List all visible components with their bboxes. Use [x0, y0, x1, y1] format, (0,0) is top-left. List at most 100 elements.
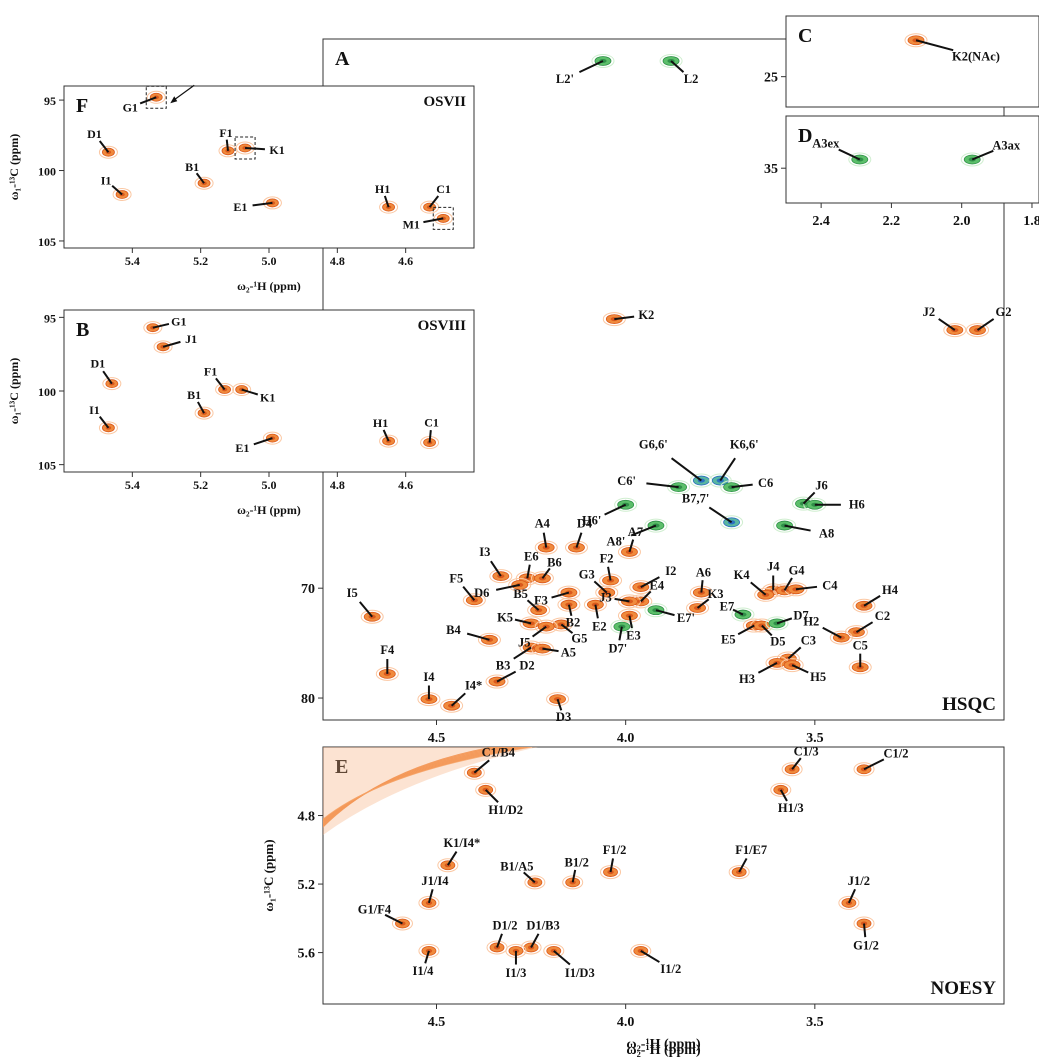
panel-letter-b: B: [76, 319, 89, 341]
leader-line: [976, 318, 995, 331]
y-tick-label: 95: [44, 311, 56, 325]
peak-label: H4: [882, 583, 899, 597]
leader-line: [382, 429, 390, 442]
peak-label: I5: [347, 586, 358, 600]
peak-label: K1: [269, 143, 284, 157]
peak-label: L2': [556, 72, 574, 86]
leader-line: [761, 624, 773, 637]
leader-line: [514, 618, 532, 625]
peak-label: F1: [204, 365, 217, 379]
leader-line: [731, 483, 753, 489]
leader-line: [526, 564, 531, 579]
peak-label: A8': [607, 535, 626, 549]
peak-label: D4: [577, 517, 593, 531]
peak-label: G1: [123, 100, 138, 114]
shared-x-axis-label: ω₂-¹H (ppm): [626, 1037, 701, 1052]
leader-line: [542, 532, 548, 548]
x-tick-label: 5.0: [262, 478, 277, 492]
leader-line: [541, 567, 551, 579]
peak-label: D5: [770, 635, 785, 649]
leader-line: [473, 759, 490, 774]
peak-label: I4: [423, 670, 435, 684]
peak-label: H1/3: [778, 801, 804, 815]
x-tick-label: 4.0: [617, 731, 635, 746]
panel-d: D 2.4 2.2 2.0 1.8 35 A3ex A3ax: [764, 115, 1039, 229]
dashed-box-m1: [432, 206, 454, 230]
leader-line: [791, 664, 809, 674]
leader-line: [466, 632, 490, 641]
x-axis-label-e: ω₂-¹H (ppm): [626, 1043, 701, 1057]
peak-label: F1: [219, 126, 232, 140]
peak-label: I1/2: [660, 962, 681, 976]
peak-label: C4: [822, 578, 838, 592]
peak-label: F4: [380, 643, 395, 657]
peak-label: G4: [789, 563, 806, 577]
leader-line: [556, 698, 563, 711]
leader-line: [427, 889, 434, 904]
leader-line: [152, 322, 170, 329]
y-tick-label: 25: [764, 71, 778, 86]
peak-label: I4*: [465, 679, 482, 693]
peak-label: B1: [187, 388, 201, 402]
peak-label: C6: [758, 476, 773, 490]
peak-label: B7,7': [682, 491, 709, 505]
leader-line: [630, 524, 657, 537]
peak-label: E3: [626, 629, 641, 643]
leader-line: [696, 598, 710, 609]
leader-line: [252, 201, 273, 207]
panel-letter-a: A: [335, 48, 350, 70]
x-tick-label: 4.8: [330, 254, 345, 268]
peak-label: J1/2: [848, 874, 870, 888]
peak-label: D1: [87, 127, 102, 141]
leader-line: [640, 576, 660, 588]
noesy-diagonal-band: [323, 747, 538, 835]
peak-label: G3: [579, 568, 595, 582]
peak-label: E1: [235, 441, 249, 455]
peak-label: M1: [403, 217, 420, 231]
y-tick-label: 4.8: [298, 810, 316, 825]
peak-label: B3: [496, 659, 511, 673]
peak-label: G5: [571, 631, 587, 645]
leader-line: [732, 608, 744, 616]
peak-label: E5: [721, 633, 736, 647]
x-tick-label: 5.2: [193, 478, 208, 492]
peak-label: J1/I4: [421, 874, 449, 888]
leader-line: [784, 524, 811, 532]
leader-line: [496, 933, 503, 948]
peak-label: D1/B3: [526, 918, 559, 932]
peak-label: J2: [923, 305, 936, 319]
peak-label: E7: [720, 600, 735, 614]
panel-letter-c: C: [798, 25, 812, 47]
peak-label: E4: [650, 578, 665, 592]
leader-line: [530, 933, 540, 948]
peak-label: A4: [535, 517, 551, 531]
peak-e-j1-2: [838, 895, 860, 910]
peak-a-i5: [360, 609, 384, 624]
leader-line: [241, 388, 259, 396]
y-axis-label-b: ω₁-¹³C (ppm): [7, 358, 21, 425]
peak-label: D1: [90, 357, 105, 371]
y-tick-label: 105: [38, 459, 56, 473]
leader-line: [609, 858, 614, 873]
x-tick-label: 3.5: [806, 731, 824, 746]
peak-b-d1: [102, 377, 122, 391]
leader-line: [513, 646, 532, 660]
peak-label: B6: [547, 555, 562, 569]
leader-line: [670, 457, 702, 482]
panel-f: F OSVII 5.4 5.2 5.0 4.8 4.6 95 100 105 ω₂-¹H (ppm)…: [7, 84, 475, 293]
leader-line: [553, 950, 571, 966]
panel-b-frame: [63, 309, 475, 473]
peak-label: K3: [708, 587, 724, 601]
peak-label: J5: [518, 636, 531, 650]
leader-line: [640, 590, 652, 603]
leader-line: [628, 615, 633, 629]
x-tick-label: 5.2: [193, 254, 208, 268]
panel-letter-d: D: [798, 125, 812, 147]
leader-line: [102, 370, 113, 385]
peak-label: H6': [582, 514, 601, 528]
leader-line: [700, 580, 704, 593]
peak-label: F5: [449, 571, 463, 585]
peak-label: F2: [600, 552, 614, 566]
peak-label: E7': [677, 611, 695, 625]
x-tick-label: 4.0: [617, 1015, 635, 1030]
